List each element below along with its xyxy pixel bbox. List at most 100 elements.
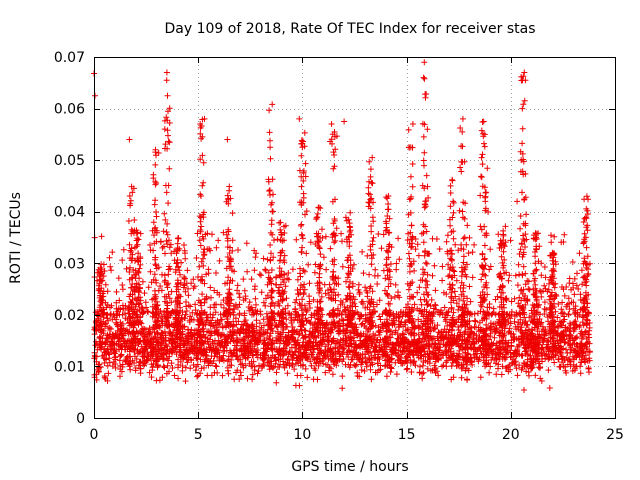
data-point bbox=[319, 226, 325, 233]
data-point bbox=[253, 339, 260, 346]
data-point bbox=[396, 324, 403, 331]
data-point bbox=[419, 362, 426, 369]
data-point bbox=[500, 320, 507, 327]
data-point bbox=[174, 294, 181, 300]
data-point bbox=[384, 213, 391, 219]
data-point bbox=[491, 334, 498, 341]
data-point bbox=[127, 366, 134, 373]
data-point bbox=[511, 359, 518, 366]
data-point bbox=[299, 342, 306, 349]
data-point bbox=[420, 74, 427, 81]
data-point bbox=[408, 338, 415, 345]
data-point bbox=[153, 213, 160, 220]
data-point bbox=[517, 225, 524, 232]
data-point bbox=[475, 358, 482, 365]
data-point bbox=[581, 230, 588, 237]
data-point bbox=[394, 331, 401, 338]
data-point bbox=[331, 152, 338, 158]
data-point bbox=[229, 237, 236, 244]
data-point bbox=[249, 371, 256, 378]
data-point bbox=[508, 339, 515, 346]
data-point bbox=[366, 178, 372, 185]
data-point bbox=[174, 240, 181, 247]
data-point bbox=[424, 281, 431, 288]
data-point bbox=[459, 318, 466, 325]
data-point bbox=[164, 346, 171, 353]
data-point bbox=[422, 320, 429, 327]
data-point bbox=[342, 361, 349, 368]
data-point bbox=[560, 318, 567, 325]
data-point bbox=[260, 331, 267, 338]
data-point bbox=[449, 176, 456, 183]
data-point bbox=[497, 322, 504, 329]
data-point bbox=[298, 199, 305, 206]
data-point bbox=[561, 292, 568, 299]
data-point bbox=[289, 324, 296, 330]
data-point bbox=[230, 350, 237, 357]
data-point bbox=[444, 232, 451, 239]
data-point bbox=[346, 220, 353, 227]
data-point bbox=[414, 289, 421, 296]
data-point bbox=[448, 293, 454, 300]
data-point bbox=[155, 331, 161, 338]
data-point bbox=[348, 341, 355, 348]
data-point bbox=[427, 367, 434, 374]
data-point bbox=[408, 369, 415, 375]
data-point bbox=[585, 331, 592, 338]
data-point bbox=[102, 356, 109, 363]
data-point bbox=[298, 183, 305, 190]
data-point bbox=[198, 302, 205, 309]
data-point bbox=[170, 329, 177, 336]
data-point bbox=[543, 351, 550, 358]
data-point bbox=[435, 337, 442, 344]
data-point bbox=[461, 215, 468, 222]
data-point bbox=[278, 268, 285, 275]
data-point bbox=[351, 296, 358, 303]
data-point bbox=[362, 342, 369, 349]
data-point bbox=[471, 339, 478, 346]
data-point bbox=[314, 345, 321, 352]
data-point bbox=[192, 346, 199, 353]
data-point bbox=[118, 351, 125, 358]
data-point bbox=[315, 238, 322, 245]
data-point bbox=[288, 344, 295, 351]
data-point bbox=[551, 328, 558, 335]
data-point bbox=[95, 282, 102, 289]
data-point bbox=[542, 285, 549, 292]
data-point bbox=[496, 310, 503, 317]
data-point bbox=[503, 354, 510, 361]
data-point bbox=[278, 231, 285, 238]
data-point bbox=[312, 360, 319, 367]
data-point bbox=[504, 344, 511, 351]
data-point bbox=[262, 302, 269, 309]
data-point bbox=[273, 379, 280, 386]
data-point bbox=[382, 227, 389, 234]
data-point bbox=[246, 299, 253, 306]
data-point bbox=[173, 351, 180, 358]
data-point bbox=[503, 365, 510, 371]
data-point bbox=[392, 281, 399, 288]
data-point bbox=[400, 331, 407, 338]
data-point bbox=[343, 328, 350, 334]
data-point bbox=[263, 352, 269, 359]
data-point bbox=[584, 253, 591, 260]
data-point bbox=[244, 268, 251, 275]
data-point bbox=[422, 248, 429, 254]
data-point bbox=[423, 172, 430, 179]
data-point bbox=[405, 126, 412, 133]
data-point bbox=[431, 341, 438, 347]
data-point bbox=[403, 366, 410, 373]
data-point bbox=[389, 317, 395, 324]
data-point bbox=[531, 277, 538, 284]
data-point bbox=[466, 331, 473, 338]
data-point bbox=[302, 315, 309, 322]
data-point bbox=[197, 156, 204, 163]
data-point bbox=[297, 282, 304, 289]
data-point bbox=[586, 357, 593, 364]
data-point bbox=[196, 344, 202, 351]
data-point bbox=[148, 339, 155, 346]
data-point bbox=[483, 346, 490, 353]
data-point bbox=[376, 331, 383, 338]
data-point bbox=[133, 227, 140, 234]
data-point bbox=[492, 320, 499, 327]
